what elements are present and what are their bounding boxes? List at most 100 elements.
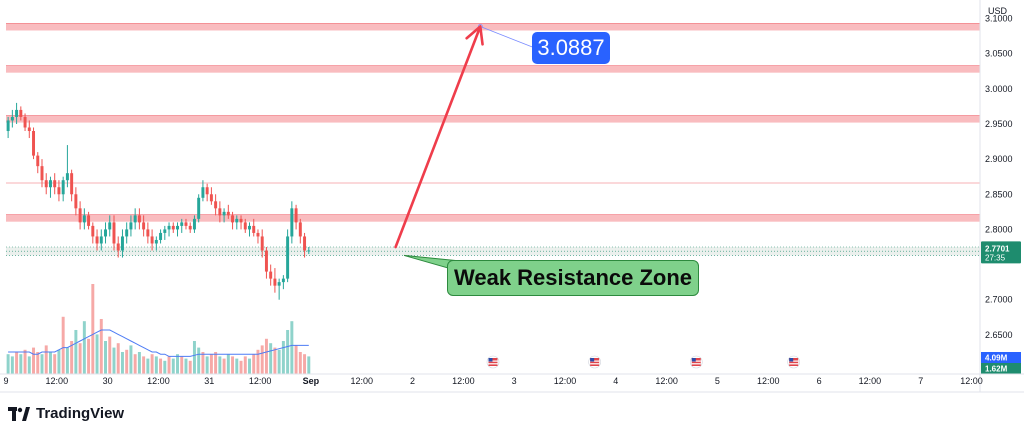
volume-badge-lower — [981, 363, 1021, 374]
resistance-zone-0 — [6, 23, 980, 31]
volume-bar — [108, 336, 112, 374]
tradingview-logo[interactable]: TradingView — [8, 405, 124, 422]
event-flag-stripe — [691, 363, 701, 365]
volume-bar — [129, 345, 133, 374]
candle-body — [260, 236, 264, 251]
volume-bar — [70, 340, 74, 374]
target-connector-line — [480, 26, 541, 51]
volume-bar — [120, 351, 124, 374]
volume-bar — [65, 347, 69, 374]
event-flag-stripe — [590, 363, 600, 365]
candle-body — [70, 173, 74, 195]
candle-body — [248, 225, 251, 230]
volume-bar — [273, 347, 277, 374]
candle-body — [273, 278, 277, 286]
event-flag-stripes — [691, 358, 701, 366]
candle-body — [214, 201, 218, 209]
candle-body — [10, 116, 14, 121]
candle-body — [226, 211, 230, 216]
volume-moving-average — [8, 329, 309, 357]
volume-badge-upper — [981, 352, 1021, 363]
event-flag-canton — [488, 358, 493, 362]
candle-body — [231, 215, 235, 223]
candle-body — [188, 225, 192, 230]
event-flag-stripe — [488, 363, 498, 365]
candle-body — [307, 250, 311, 252]
candle-body — [104, 229, 107, 237]
volume-bar — [218, 356, 222, 374]
volume-bar — [222, 358, 226, 374]
candle-body — [281, 278, 285, 283]
volume-bar — [74, 329, 78, 374]
candle-body — [176, 225, 179, 230]
candle-body — [53, 180, 57, 188]
volume-bar — [91, 284, 95, 374]
candle-body — [99, 236, 103, 244]
candle-body — [91, 225, 95, 237]
candle-body — [159, 232, 163, 240]
target-price-label: 3.0887 — [532, 32, 610, 64]
volume-bar — [44, 345, 48, 374]
volume-bar — [112, 347, 116, 374]
volume-badge-lower-text: 1.62M — [985, 365, 1008, 374]
x-tick-label: 5 — [715, 376, 720, 386]
volume-bar — [142, 356, 146, 374]
candle-body — [209, 194, 213, 202]
volume-bar — [36, 351, 40, 374]
volume-bar — [205, 356, 209, 374]
volume-bar — [104, 340, 107, 374]
candle-body — [167, 225, 171, 230]
x-tick-label: 12:00 — [452, 376, 475, 386]
event-flag-canton — [590, 358, 595, 362]
volume-bar — [192, 340, 196, 374]
volume-bar — [57, 349, 61, 374]
y-tick-label: 3.1000 — [985, 14, 1013, 24]
candle-body — [163, 229, 167, 233]
volume-bar — [243, 356, 247, 374]
volume-bar — [137, 351, 141, 374]
volume-bar — [281, 340, 285, 374]
x-tick-label: 3 — [512, 376, 517, 386]
volume-bar — [303, 354, 307, 374]
volume-bar — [171, 358, 175, 374]
event-flag-stripes — [590, 358, 600, 366]
candle-body — [201, 187, 205, 198]
candle-body — [294, 208, 298, 223]
volume-bar — [53, 354, 57, 374]
event-flag-stripe — [789, 360, 799, 362]
volume-bar — [188, 360, 192, 374]
candle-body — [286, 236, 290, 279]
volume-bar — [82, 321, 86, 374]
candle-body — [116, 243, 120, 251]
candle-body — [205, 187, 209, 195]
volume-bar — [61, 316, 65, 374]
current-price-badge — [981, 241, 1021, 264]
volume-bar — [133, 354, 137, 374]
volume-bar — [277, 349, 281, 374]
candle-body — [277, 282, 281, 286]
y-tick-label: 3.0000 — [985, 84, 1013, 94]
event-flag-canton — [691, 358, 696, 362]
x-tick-label: 30 — [103, 376, 113, 386]
candle-body — [125, 229, 129, 237]
volume-bar — [167, 356, 171, 374]
volume-bar — [307, 356, 311, 374]
volume-bar — [6, 354, 10, 374]
event-flag-stripe — [691, 360, 701, 362]
volume-bar — [23, 349, 27, 374]
current-price-value: 2.7701 — [985, 244, 1010, 253]
y-tick-label: 2.8500 — [985, 189, 1013, 199]
volume-bar — [176, 354, 179, 374]
volume-bar — [10, 356, 14, 374]
volume-bar — [294, 345, 298, 374]
y-tick-label: 2.9000 — [985, 154, 1013, 164]
x-tick-label: 12:00 — [960, 376, 983, 386]
volume-bar — [99, 318, 103, 374]
x-tick-label: 31 — [204, 376, 214, 386]
resistance-zone-2 — [6, 115, 980, 123]
candle-body — [82, 215, 86, 223]
candle-body — [32, 131, 36, 156]
event-flag-stripe — [488, 360, 498, 362]
